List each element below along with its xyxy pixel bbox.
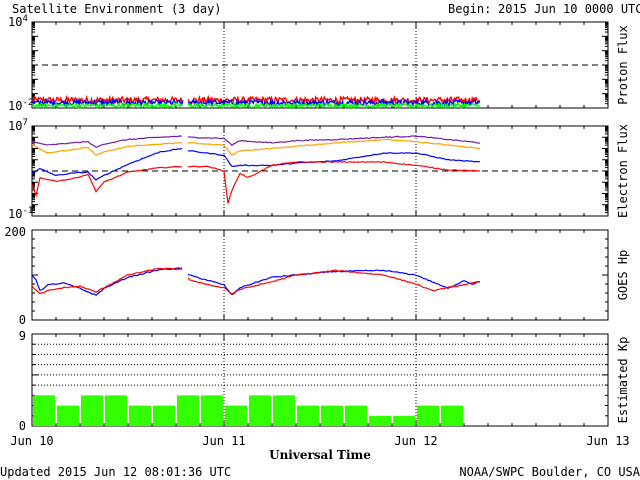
series-hp-0 bbox=[31, 267, 481, 296]
series-line bbox=[31, 267, 183, 295]
series-line bbox=[187, 269, 480, 295]
kp-bar bbox=[417, 405, 439, 426]
series-line bbox=[187, 269, 481, 296]
footer-credit: NOAA/SWPC Boulder, CO USA bbox=[459, 465, 640, 479]
x-tick-label: Jun 12 bbox=[394, 434, 437, 448]
series-electron-2 bbox=[31, 147, 481, 181]
chart-title: Satellite Environment (3 day) bbox=[12, 2, 222, 16]
kp-bar bbox=[273, 395, 295, 426]
series-line bbox=[31, 165, 183, 198]
footer-updated: Updated 2015 Jun 12 08:01:36 UTC bbox=[0, 465, 231, 479]
begin-value: 2015 Jun 10 0000 UTC bbox=[498, 2, 640, 16]
kp-bar bbox=[105, 395, 127, 426]
series-electron-0 bbox=[31, 135, 481, 148]
series-proton-2 bbox=[31, 100, 481, 110]
y-tick-label: 200 bbox=[4, 225, 26, 239]
kp-bar bbox=[153, 405, 175, 426]
series-line bbox=[187, 138, 481, 156]
kp-bar bbox=[249, 395, 271, 426]
kp-bar bbox=[201, 395, 223, 426]
y-axis-label: Estimated Kp bbox=[616, 337, 630, 424]
panel-frame bbox=[31, 229, 609, 321]
kp-bar bbox=[57, 405, 79, 426]
y-tick-label: 10-1 bbox=[8, 206, 33, 221]
x-axis-label: Universal Time bbox=[269, 448, 371, 462]
panel-proton: 104 10-2 Proton Flux bbox=[8, 14, 630, 113]
kp-bar bbox=[345, 405, 367, 426]
kp-bar bbox=[225, 405, 247, 426]
y-axis-label: GOES Hp bbox=[616, 250, 630, 301]
panel-hp: 200 0 GOES Hp bbox=[4, 225, 630, 327]
kp-bar bbox=[129, 405, 151, 426]
x-tick-label: Jun 10 bbox=[10, 434, 53, 448]
series-line bbox=[187, 135, 481, 147]
series-line bbox=[31, 267, 183, 296]
series-line bbox=[31, 98, 184, 108]
series-proton-0 bbox=[31, 94, 481, 106]
y-tick-label: 104 bbox=[8, 14, 28, 29]
kp-bar bbox=[33, 395, 55, 426]
kp-bar bbox=[177, 395, 199, 426]
y-tick-label: 0 bbox=[19, 313, 26, 327]
series-line bbox=[187, 150, 481, 168]
y-axis-label: Electron Flux bbox=[616, 124, 630, 218]
kp-bar bbox=[297, 405, 319, 426]
series-electron-1 bbox=[31, 138, 481, 157]
y-tick-label: 0 bbox=[19, 419, 26, 433]
series-hp-1 bbox=[31, 267, 480, 295]
kp-bar bbox=[81, 395, 103, 426]
x-tick-label: Jun 13 bbox=[586, 434, 629, 448]
kp-bar bbox=[369, 415, 391, 426]
series-line bbox=[187, 100, 481, 110]
x-tick-label: Jun 11 bbox=[202, 434, 245, 448]
series-electron-3 bbox=[31, 160, 481, 204]
begin-label: Begin: bbox=[448, 2, 491, 16]
y-tick-label: 107 bbox=[8, 118, 28, 133]
kp-bar bbox=[321, 405, 343, 426]
kp-bar bbox=[393, 415, 415, 426]
series-line bbox=[31, 141, 183, 157]
panel-kp: 9 0 Estimated Kp bbox=[19, 329, 630, 433]
panel-frame bbox=[31, 21, 609, 109]
series-line bbox=[31, 101, 183, 110]
y-tick-label: 10-2 bbox=[8, 98, 33, 113]
series-line bbox=[31, 94, 184, 106]
panel-electron: 107 10-1 Electron Flux bbox=[8, 118, 630, 221]
y-axis-label: Proton Flux bbox=[616, 25, 630, 104]
kp-bar bbox=[441, 405, 463, 426]
series-line bbox=[31, 135, 183, 148]
series-line bbox=[31, 147, 183, 181]
series-line bbox=[187, 160, 481, 204]
y-tick-label: 9 bbox=[19, 329, 26, 343]
